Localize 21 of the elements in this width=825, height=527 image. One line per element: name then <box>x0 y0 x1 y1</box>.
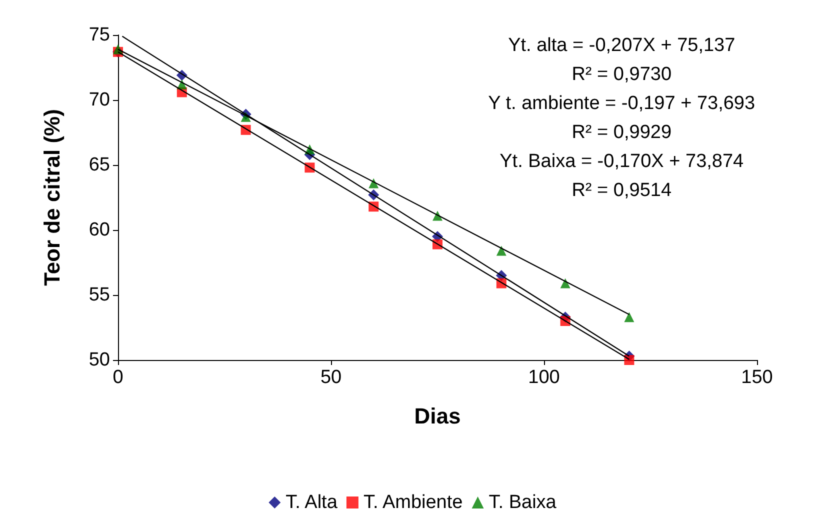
annotation: R² = 0,9929 <box>572 122 672 143</box>
x-axis-title: Dias <box>414 404 461 428</box>
x-tick-label: 0 <box>112 367 124 388</box>
annotation: R² = 0,9514 <box>572 180 672 201</box>
legend-label: T. Alta <box>286 492 338 513</box>
y-tick-label: 50 <box>88 350 110 370</box>
x-tick-label: 50 <box>320 367 342 388</box>
annotation: R² = 0,9730 <box>572 64 672 85</box>
annotation: Yt. alta = -0,207X + 75,137 <box>508 35 736 56</box>
y-tick-label: 55 <box>88 284 110 306</box>
y-tick-label: 70 <box>88 90 110 110</box>
x-tick-label: 100 <box>528 367 560 388</box>
annotation: Yt. Baixa = -0,170X + 73,874 <box>500 151 744 172</box>
x-tick-label: 150 <box>741 367 773 388</box>
y-tick-label: 60 <box>88 220 110 240</box>
y-tick-label: 65 <box>88 154 110 176</box>
y-axis-title: Teor de citral (%) <box>40 109 64 286</box>
legend-label: T. Ambiente <box>363 492 463 513</box>
legend-label: T. Baixa <box>488 492 557 513</box>
y-tick-label: 75 <box>88 24 110 46</box>
annotation: Y t. ambiente = -0,197 + 73,693 <box>488 93 756 114</box>
